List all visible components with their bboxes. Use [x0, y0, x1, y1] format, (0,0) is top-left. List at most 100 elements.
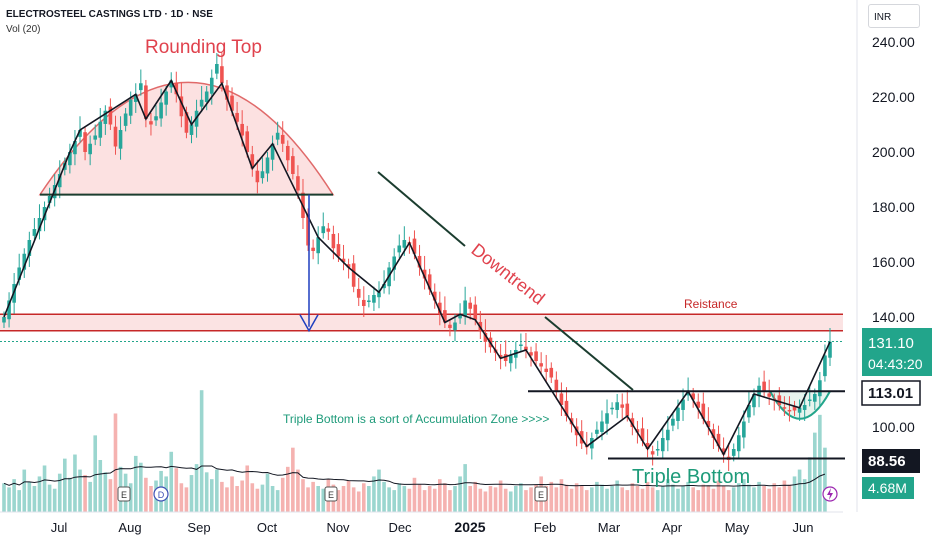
- volume-bar: [635, 486, 640, 512]
- candle-body: [823, 355, 827, 377]
- x-tick-label: May: [725, 520, 750, 535]
- volume-bar: [671, 484, 675, 512]
- volume-bar: [250, 483, 255, 512]
- volume-bar: [22, 469, 27, 512]
- candle-body: [230, 95, 234, 111]
- candle-body: [118, 130, 123, 149]
- candle-body: [113, 126, 118, 147]
- lightning-icon[interactable]: [822, 486, 838, 502]
- candle-body: [671, 418, 675, 426]
- volume-bar: [63, 458, 67, 512]
- volume-bar: [128, 483, 133, 512]
- volume-bar: [731, 487, 736, 512]
- x-tick-label: Apr: [662, 520, 683, 535]
- candle-body: [57, 174, 62, 188]
- candle-body: [98, 121, 103, 138]
- volume-bar: [265, 473, 270, 512]
- volume-bar: [225, 487, 229, 512]
- currency-selector[interactable]: INR: [868, 4, 920, 28]
- volume-bar: [742, 479, 746, 512]
- candle-body: [331, 233, 336, 249]
- candle-body: [32, 229, 37, 236]
- volume-bar: [514, 486, 518, 512]
- price-badges: 131.10 04:43:20 113.01 88.56 4.68M: [861, 328, 932, 499]
- volume-bar: [772, 483, 777, 512]
- event-marker[interactable]: E: [324, 486, 338, 502]
- x-tick-label: Sep: [187, 520, 210, 535]
- candle-body: [448, 324, 452, 328]
- candle-body: [554, 379, 559, 392]
- candle-body: [792, 406, 797, 411]
- volume-bar: [280, 477, 285, 512]
- candle-body: [108, 106, 113, 125]
- volume-bar: [432, 488, 437, 512]
- volume-bar: [240, 480, 244, 512]
- volume-bar: [204, 472, 209, 512]
- candle-body: [265, 157, 270, 174]
- volume-bar: [144, 477, 148, 512]
- candle-body: [534, 351, 538, 361]
- volume-bar: [7, 487, 11, 512]
- volume-bar: [443, 483, 447, 512]
- volume-bar: [174, 468, 179, 512]
- candle-body: [595, 429, 599, 434]
- volume-bar: [767, 488, 771, 512]
- candle-body: [752, 394, 756, 408]
- candle-body: [346, 264, 351, 268]
- volume-bar: [711, 488, 716, 512]
- volume-bar: [93, 435, 98, 512]
- volume-bar: [2, 483, 6, 512]
- x-tick-label: Nov: [326, 520, 350, 535]
- candle-body: [88, 143, 92, 155]
- candle-body: [787, 409, 792, 412]
- volume-bar: [220, 481, 224, 512]
- candle-body: [220, 66, 224, 84]
- volume-bar: [762, 486, 766, 512]
- candle-body: [432, 291, 437, 301]
- candle-body: [539, 363, 543, 367]
- candle-body: [321, 226, 326, 234]
- volume-bar: [184, 487, 189, 512]
- volume-bar: [245, 465, 250, 512]
- candle-body: [666, 429, 670, 441]
- candle-body: [22, 253, 27, 270]
- volume-bar: [655, 490, 660, 512]
- volume-bar: [630, 483, 635, 512]
- volume-bar: [78, 469, 82, 512]
- candle-body: [508, 355, 513, 364]
- volume-indicator-label[interactable]: Vol (20): [6, 24, 41, 35]
- volume-bar: [726, 490, 731, 512]
- candle-body: [620, 404, 625, 408]
- event-marker[interactable]: E: [534, 486, 548, 502]
- volume-bar: [52, 488, 57, 512]
- candle-body: [438, 302, 442, 315]
- volume-bar: [818, 414, 822, 512]
- event-marker[interactable]: D: [153, 486, 169, 502]
- candle-body: [204, 91, 209, 102]
- candle-body: [676, 407, 680, 421]
- volume-bar: [493, 487, 498, 512]
- volume-bar: [230, 476, 234, 512]
- candle-body: [458, 314, 462, 319]
- downtrend-label: Downtrend: [468, 239, 549, 308]
- volume-bar: [108, 479, 113, 512]
- volume-bar: [179, 483, 184, 512]
- event-marker[interactable]: E: [117, 486, 131, 502]
- accumulation-label: Triple Bottom is a sort of Accumulation …: [283, 412, 549, 426]
- volume-bar: [620, 487, 625, 512]
- candle-body: [83, 132, 87, 152]
- candle-body: [245, 131, 250, 152]
- volume-bar: [83, 475, 87, 512]
- candle-body: [189, 124, 194, 135]
- volume-bar: [270, 486, 275, 512]
- x-tick-label: Jul: [51, 520, 68, 535]
- volume-bar: [498, 480, 503, 512]
- volume-bar: [438, 479, 442, 512]
- candle-body: [519, 344, 523, 346]
- candle-body: [402, 240, 407, 248]
- candle-body: [154, 116, 158, 121]
- candle-body: [133, 94, 138, 102]
- candle-body: [179, 96, 184, 117]
